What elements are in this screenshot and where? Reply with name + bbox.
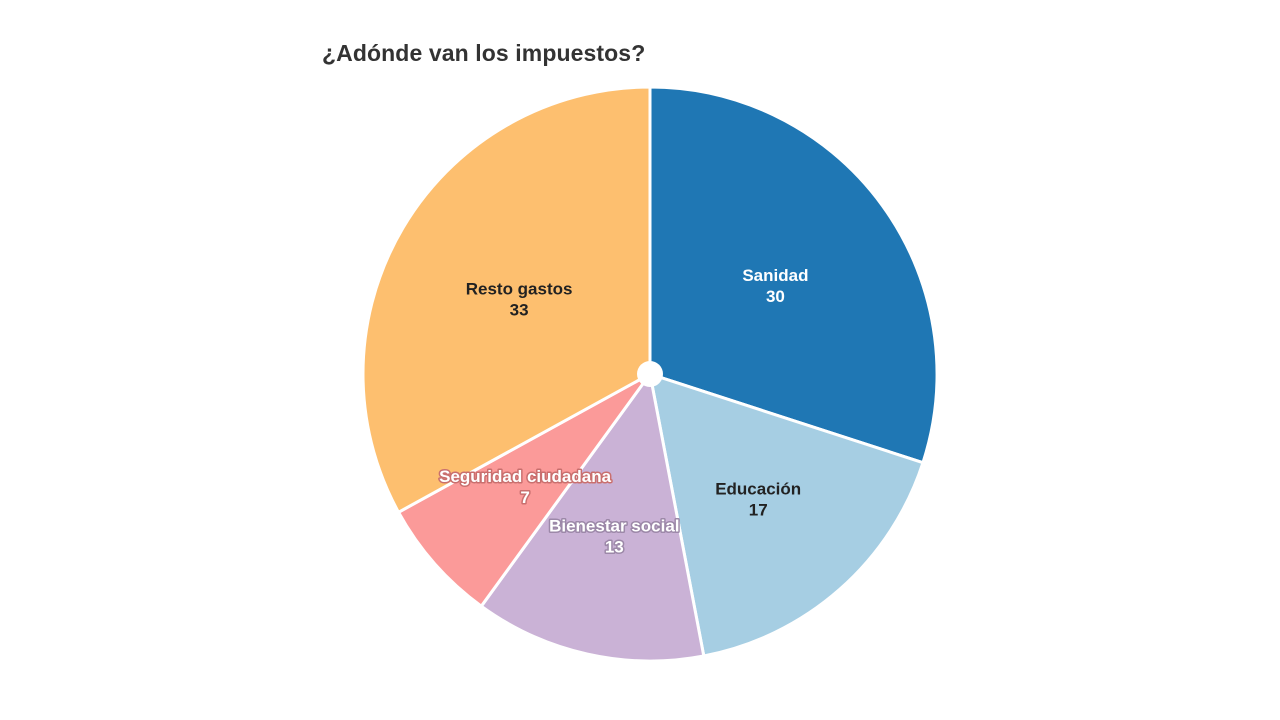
slice-label: Seguridad ciudadana (439, 467, 611, 486)
pie-slice-bienestar-social (479, 372, 706, 663)
pie-slice-resto-gastos (361, 85, 652, 514)
slice-label: Educación (715, 480, 801, 499)
slice-value: 17 (749, 501, 768, 520)
slice-label: Bienestar social (549, 517, 679, 536)
slice-value: 7 (520, 488, 529, 507)
slice-value: 33 (510, 301, 529, 320)
pie-center-hole (637, 361, 663, 387)
pie-slice-sanidad (648, 85, 939, 465)
chart-title: ¿Adónde van los impuestos? (322, 40, 646, 66)
pie-slice-seguridad-ciudadana (397, 372, 652, 608)
slice-value: 30 (766, 287, 785, 306)
slice-label: Sanidad (742, 266, 808, 285)
slice-label: Resto gastos (466, 280, 573, 299)
pie-slice-educación (648, 372, 925, 658)
pie-labels: Sanidad 30 Educación 17 Bienestar social 13 Se… (438, 266, 809, 558)
slice-value: 13 (605, 538, 624, 557)
pie-slices (361, 85, 939, 663)
